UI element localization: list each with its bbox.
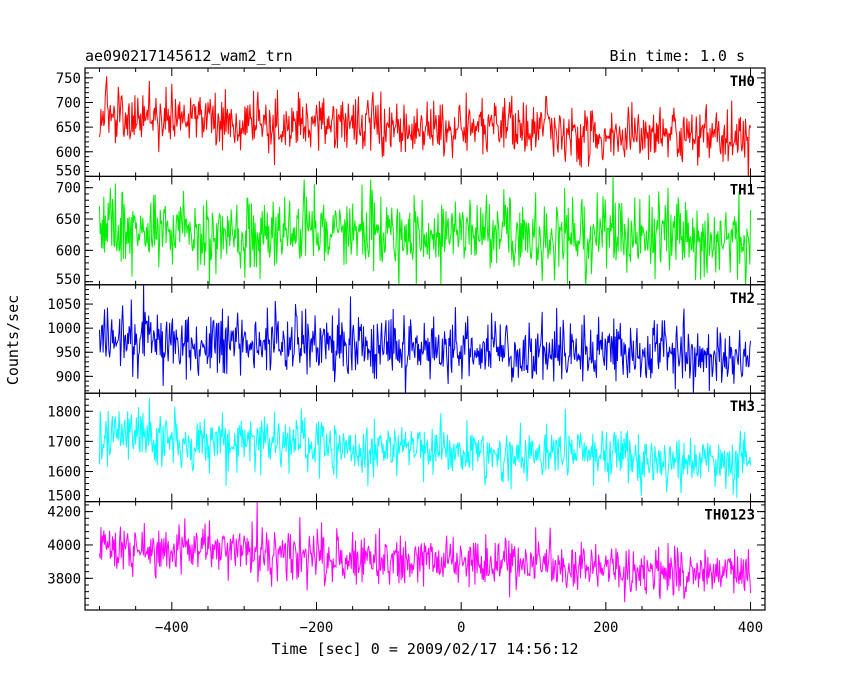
- x-tick-label: 400: [738, 620, 763, 636]
- y-tick-label: 900: [56, 369, 81, 385]
- y-tick-label: 4000: [47, 538, 81, 554]
- panel-th0: 550 600 650 700 750 TH0: [56, 67, 766, 179]
- x-axis-label: Time [sec] 0 = 2009/02/17 14:56:12: [271, 640, 578, 658]
- x-tick-label: 0: [457, 620, 465, 636]
- y-tick-label: 700: [56, 95, 81, 111]
- y-tick-label: 650: [56, 120, 81, 136]
- series-line-th1: [98, 176, 752, 285]
- panel-label-th0: TH0: [730, 74, 755, 90]
- panel-label-th2: TH2: [730, 291, 755, 307]
- x-tick-label: 200: [593, 620, 618, 636]
- y-tick-label: 1600: [47, 464, 81, 480]
- y-tick-label: 4200: [47, 505, 81, 521]
- chart-title: ae090217145612_wam2_trn: [85, 47, 293, 65]
- series-line-th0: [98, 76, 752, 177]
- panel-th1: 550 600 650 700 TH1: [56, 175, 766, 288]
- y-tick-label: 550: [56, 272, 81, 288]
- panel-label-th1: TH1: [730, 182, 755, 198]
- y-tick-label: 3800: [47, 571, 81, 587]
- y-tick-label: 1800: [47, 404, 81, 420]
- series-line-th3: [98, 397, 752, 498]
- panel-th3: 1500 1600 1700 1800 TH3: [47, 392, 766, 505]
- series-line-th2: [98, 284, 752, 394]
- y-tick-label: 700: [56, 181, 81, 197]
- y-tick-label: 650: [56, 212, 81, 228]
- panel-label-th0123: TH0123: [704, 508, 755, 524]
- panels-group: 550 600 650 700 750 TH0 550 600 650 700 TH1 900 950 1…: [47, 67, 766, 611]
- panel-frame: [84, 501, 766, 611]
- y-tick-label: 550: [56, 163, 81, 179]
- y-tick-label: 1000: [47, 321, 81, 337]
- bin-time-label: Bin time: 1.0 s: [610, 47, 745, 65]
- x-tick-label: −200: [300, 620, 334, 636]
- y-tick-label: 600: [56, 145, 81, 161]
- y-axis-label: Counts/sec: [4, 295, 22, 385]
- y-tick-label: 1700: [47, 434, 81, 450]
- panel-th2: 900 950 1000 1050 TH2: [47, 284, 766, 394]
- y-tick-label: 1050: [47, 297, 81, 313]
- y-tick-label: 950: [56, 345, 81, 361]
- panel-th0123: 3800 4000 4200 TH0123: [47, 501, 766, 611]
- x-tick-label: −400: [155, 620, 189, 636]
- series-line-th0123: [98, 501, 752, 603]
- y-tick-label: 600: [56, 243, 81, 259]
- panel-label-th3: TH3: [730, 399, 755, 415]
- x-axis: −400 −200 0 200 400: [155, 620, 763, 636]
- y-tick-label: 1500: [47, 489, 81, 505]
- y-tick-label: 750: [56, 71, 81, 87]
